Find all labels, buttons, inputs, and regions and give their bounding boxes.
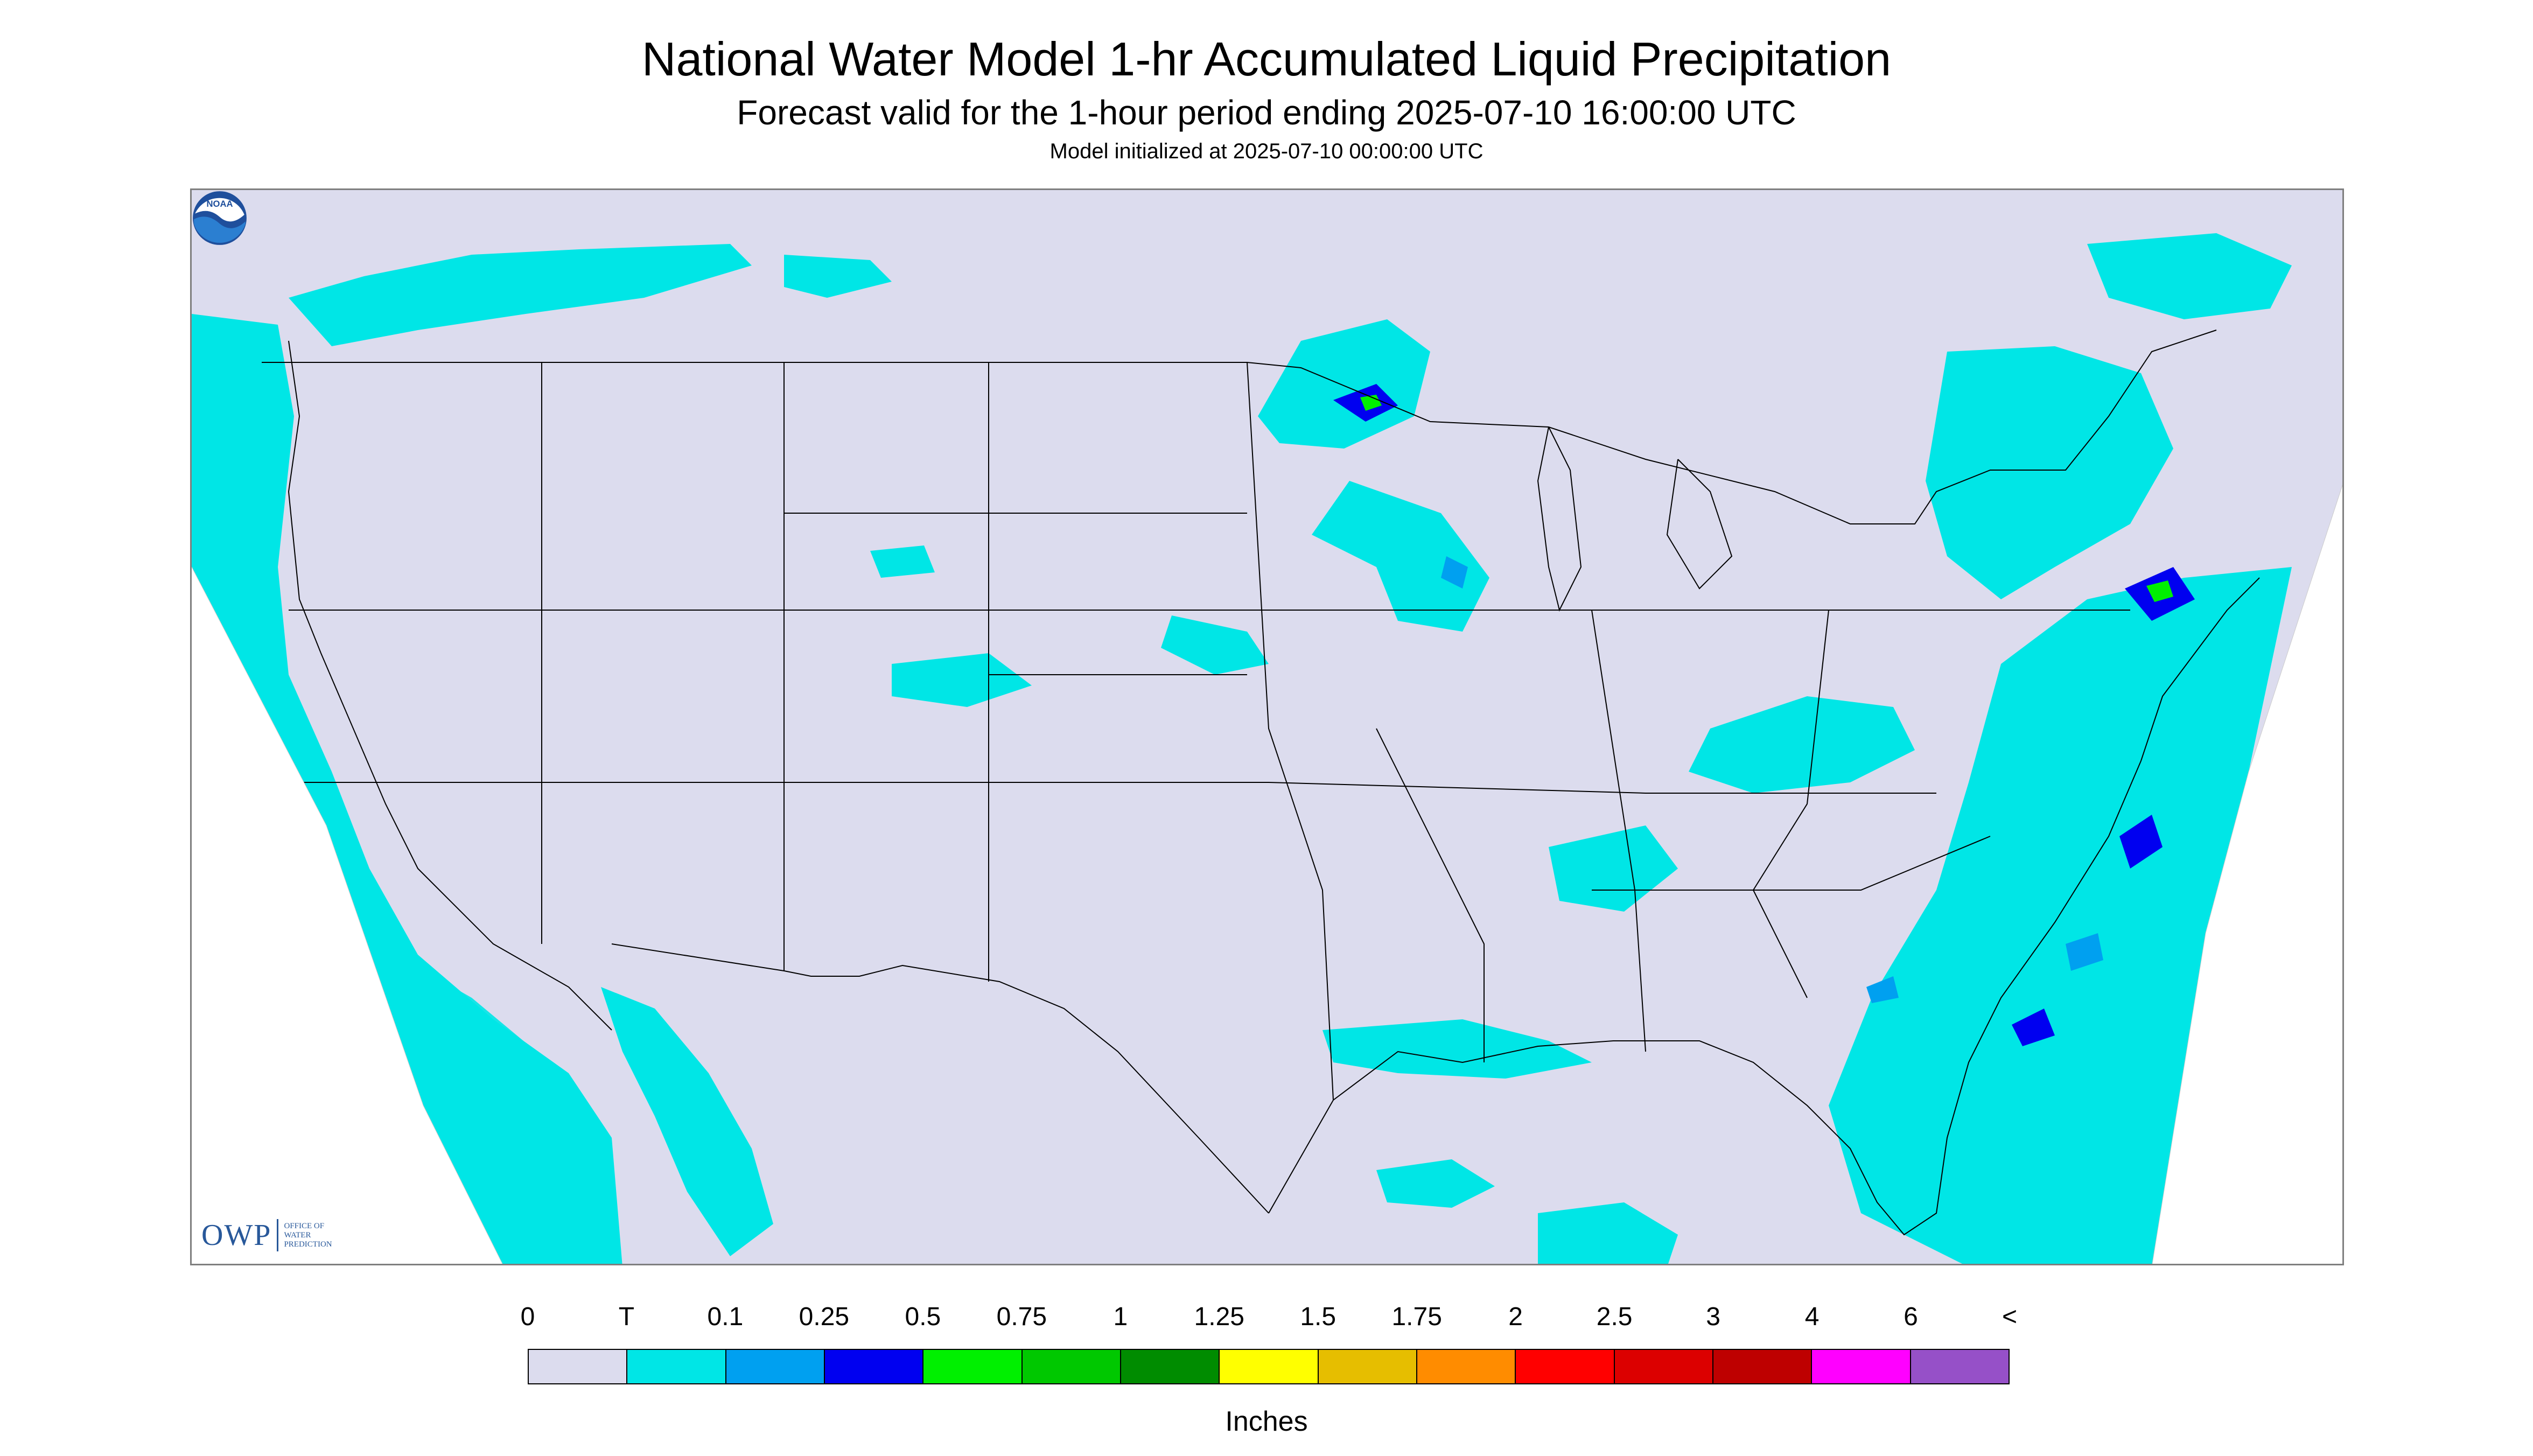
legend-color-bar [528, 1349, 2010, 1384]
legend-label: 1 [1113, 1303, 1128, 1331]
precip-mexico-west [601, 987, 773, 1256]
legend-label: 0.75 [996, 1303, 1047, 1331]
legend-label: 0.5 [905, 1303, 941, 1331]
owp-line-1: Office of [284, 1221, 325, 1230]
legend-label: 4 [1804, 1303, 1820, 1331]
precip-maine-nb [2087, 233, 2292, 319]
legend-swatch [1318, 1350, 1417, 1383]
precipitation-map: OWP Office of Water Prediction NOAA [190, 188, 2344, 1265]
precip-colorado [892, 653, 1032, 707]
precip-northeast [1926, 346, 2173, 599]
core-atlantic-3 [2012, 1009, 2055, 1046]
precip-gulf-coast [1323, 1019, 1592, 1079]
legend-swatch [1022, 1350, 1121, 1383]
owp-line-2: Water [284, 1230, 311, 1240]
forecast-valid-subtitle: Forecast valid for the 1-hour period end… [737, 93, 1796, 132]
owp-abbreviation: OWP [201, 1219, 272, 1252]
owp-line-3: Prediction [284, 1240, 332, 1249]
state-line-12 [1592, 836, 1991, 891]
owp-logo: OWP Office of Water Prediction [201, 1217, 332, 1253]
core-wi [1441, 556, 1468, 589]
legend-swatch [1417, 1350, 1516, 1383]
core-atlantic-1 [2119, 815, 2163, 869]
legend-swatch [529, 1350, 628, 1383]
legend-labels: 0 T 0.1 0.25 0.5 0.75 1 1.25 1.5 1.75 2 2.5 3 4 6 < [0, 1302, 2533, 1334]
political-borders [262, 330, 2260, 1236]
moderate-precip-cores [1333, 384, 2195, 1046]
owp-name-block: Office of Water Prediction [284, 1222, 332, 1249]
domain-edge [192, 566, 503, 1264]
lake-michigan [1537, 426, 1582, 612]
state-line-4 [1247, 362, 1334, 1101]
model-domain [192, 190, 2342, 1264]
model-init-time: Model initialized at 2025-07-10 00:00:00… [1049, 139, 1484, 163]
precip-nebraska [1161, 615, 1269, 675]
precip-pacific-nw-band [289, 244, 752, 346]
map-canvas [192, 190, 2342, 1264]
canada-border [262, 330, 2217, 524]
legend-label: 2.5 [1596, 1303, 1633, 1331]
precip-gulf-central [1376, 1159, 1495, 1208]
state-line-9 [1752, 610, 1829, 998]
legend-label: 1.25 [1194, 1303, 1244, 1331]
domain-edge-right [2152, 484, 2342, 1264]
legend-swatch [923, 1350, 1023, 1383]
legend-label: T [618, 1303, 635, 1331]
west-coast-line [288, 340, 612, 1031]
noaa-logo-text: NOAA [207, 199, 233, 209]
legend-label: 3 [1706, 1303, 1720, 1331]
noaa-emblem-icon: NOAA [193, 191, 247, 245]
legend-swatch [1911, 1350, 2009, 1383]
core-atlantic-2 [2066, 933, 2103, 971]
legend-units-label: Inches [1225, 1406, 1308, 1437]
legend-swatch [627, 1350, 726, 1383]
gulf-coast-line [1268, 577, 2260, 1236]
legend-label: < [2002, 1303, 2018, 1331]
owp-divider [277, 1219, 279, 1251]
legend-label: 0.1 [707, 1303, 744, 1331]
precip-atlantic-band [1829, 567, 2292, 1264]
core-atlantic-4 [1866, 976, 1899, 1003]
precip-mn-wi-band [1258, 319, 1430, 449]
precip-wisconsin [1312, 481, 1489, 632]
legend-label: 0 [520, 1303, 535, 1331]
legend-swatch [1121, 1350, 1220, 1383]
legend-label: 1.5 [1300, 1303, 1337, 1331]
legend-label: 6 [1904, 1303, 1918, 1331]
legend-label: 1.75 [1391, 1303, 1442, 1331]
map-title: National Water Model 1-hr Accumulated Li… [641, 32, 1892, 86]
legend-swatch [1220, 1350, 1319, 1383]
legend-label: 0.25 [799, 1303, 850, 1331]
precip-montana-north [784, 255, 892, 298]
legend-swatch [1713, 1350, 1813, 1383]
core-ne-city-green [2146, 580, 2173, 602]
trace-precip-areas [192, 233, 2292, 1264]
legend-swatch [726, 1350, 825, 1383]
legend-swatch [1812, 1350, 1911, 1383]
legend-label: 2 [1508, 1303, 1523, 1331]
legend-swatch [824, 1350, 924, 1383]
legend-swatch [1516, 1350, 1615, 1383]
outside-right [2152, 485, 2342, 1264]
state-line-6 [278, 782, 1936, 794]
precip-ohio-valley [1689, 696, 1915, 793]
lake-huron [1666, 459, 1733, 590]
state-line-7 [1376, 728, 1485, 1062]
precip-baja-offshore [396, 955, 601, 1256]
precip-wyoming [870, 545, 935, 578]
outside-left [192, 567, 502, 1264]
mexico-border [611, 943, 1269, 1214]
precip-south-mexico [1538, 1202, 1678, 1264]
legend-swatch [1614, 1350, 1713, 1383]
